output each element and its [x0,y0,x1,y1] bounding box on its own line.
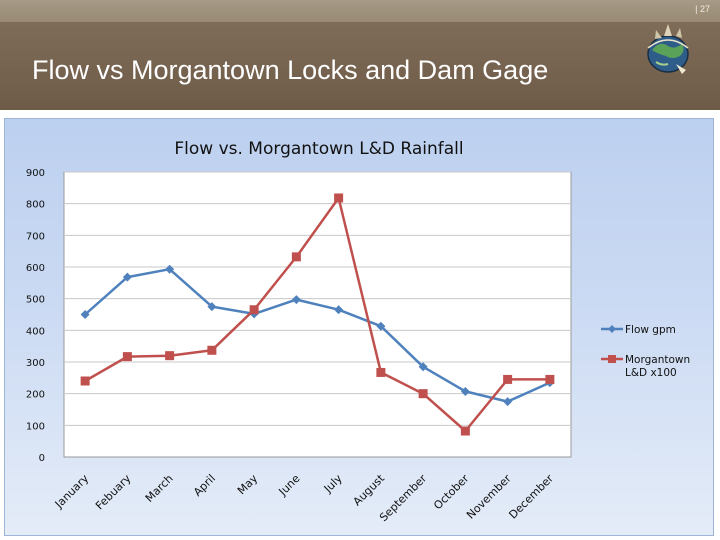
x-tick-label: July [321,472,345,496]
data-point-morgantown [249,305,259,315]
y-tick-label: 300 [26,358,45,369]
data-point-morgantown [376,367,386,377]
data-point-flow [165,264,175,274]
data-point-morgantown [165,351,175,361]
top-bar: | 27 [0,0,720,22]
y-tick-label: 700 [26,231,45,242]
series-line [84,267,551,403]
x-tick-label: March [143,472,176,505]
data-point-flow [503,397,513,407]
data-point-morgantown [418,389,428,399]
y-tick-label: 800 [26,200,45,211]
chart-title: Flow vs. Morgantown L&D Rainfall [174,139,463,159]
x-tick-label: May [235,472,261,498]
data-point-flow [291,295,301,305]
legend-marker [608,355,616,363]
y-tick-label: 500 [26,295,45,306]
legend-marker [608,325,616,333]
data-point-morgantown [334,193,344,203]
data-point-morgantown [291,252,301,262]
data-point-flow [460,386,470,396]
data-point-flow [80,310,90,319]
x-tick-label: November [464,472,514,522]
y-tick-label: 100 [26,421,45,432]
x-tick-label: October [431,472,472,513]
x-tick-label: January [52,472,92,512]
x-tick-label: December [506,472,556,522]
data-point-morgantown [460,426,470,436]
page-number: | 27 [695,4,710,14]
y-tick-label: 900 [26,168,45,179]
data-point-morgantown [207,345,217,355]
plot-area [63,171,572,458]
slide-title: Flow vs Morgantown Locks and Dam Gage [32,55,549,85]
series-line [84,196,550,433]
x-tick-label: August [351,471,388,508]
data-point-flow [122,272,132,282]
x-tick-label: Febuary [93,472,134,513]
y-tick-label: 0 [39,453,45,464]
data-point-morgantown [80,376,90,386]
title-bar: Flow vs Morgantown Locks and Dam Gage [0,22,720,110]
legend-label: Morgantown L&D x100 [625,354,690,379]
data-point-morgantown [545,374,555,384]
y-tick-label: 600 [26,263,45,274]
data-point-flow [334,305,344,315]
y-tick-label: 400 [26,326,45,337]
data-point-flow [376,321,386,331]
data-point-flow [207,302,217,312]
data-point-flow [418,362,428,372]
data-point-morgantown [122,352,132,362]
chart-frame: Flow vs. Morgantown L&D Rainfall 0 100 200 3… [4,118,714,536]
legend-label: Flow gpm [625,324,676,336]
x-tick-label: April [191,472,218,499]
data-point-morgantown [503,374,513,384]
globe-logo-icon [647,24,689,74]
x-tick-label: June [276,472,303,499]
y-tick-label: 200 [26,390,45,401]
line-chart: Flow vs. Morgantown L&D Rainfall 0 100 200 3… [26,139,690,524]
